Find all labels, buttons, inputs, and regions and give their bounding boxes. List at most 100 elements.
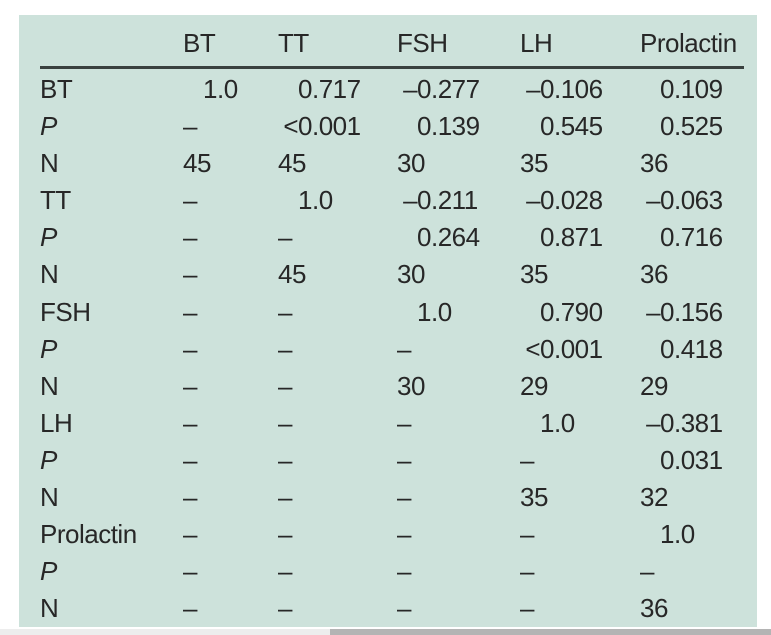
table-cell: –0.106 xyxy=(526,74,603,104)
table-cell: 0.031 xyxy=(660,444,723,475)
table-cell: –0.063 xyxy=(646,185,723,216)
table-cell: 0.109 xyxy=(660,74,723,104)
table-cell: – xyxy=(397,333,411,364)
table-cell: 0.264 xyxy=(417,222,480,253)
table-cell: – xyxy=(397,556,411,587)
table-cell: – xyxy=(183,593,197,624)
table-row: LH – – – 1.0 –0.381 xyxy=(19,405,757,442)
column-header-prolactin: Prolactin xyxy=(640,28,737,58)
column-header-tt: TT xyxy=(278,28,309,58)
table-cell: 30 xyxy=(397,259,425,290)
table-cell: – xyxy=(278,333,292,364)
table-cell: –0.381 xyxy=(646,407,723,438)
table-cell: – xyxy=(397,407,411,438)
table-cell: 0.717 xyxy=(298,74,361,104)
table-cell: – xyxy=(397,519,411,550)
table-cell: 45 xyxy=(278,259,306,290)
table-row: N – – – 35 32 xyxy=(19,479,757,516)
table-cell: – xyxy=(183,370,197,401)
table-cell: – xyxy=(278,519,292,550)
table-cell: – xyxy=(183,407,197,438)
table-cell: <0.001 xyxy=(525,333,603,364)
table-cell: – xyxy=(183,185,197,216)
table-cell: – xyxy=(640,556,654,587)
table-cell: – xyxy=(397,593,411,624)
table-cell: – xyxy=(183,444,197,475)
table-cell: 0.871 xyxy=(540,222,603,253)
table-row: BT 1.0 0.717 –0.277 –0.106 0.109 xyxy=(19,71,757,108)
column-header-fsh: FSH xyxy=(397,28,448,58)
horizontal-scrollbar[interactable] xyxy=(0,629,771,635)
table-cell: – xyxy=(278,222,292,253)
table-cell: 1.0 xyxy=(203,74,238,104)
table-cell: – xyxy=(183,333,197,364)
table-cell: 1.0 xyxy=(540,407,575,438)
table-cell: – xyxy=(183,296,197,327)
table-cell: – xyxy=(397,482,411,513)
table-cell: – xyxy=(183,111,197,142)
row-label: N xyxy=(40,148,59,179)
table-row: N – – – – 36 xyxy=(19,590,757,627)
table-row: Prolactin – – – – 1.0 xyxy=(19,516,757,553)
header-rule xyxy=(40,66,744,69)
table-cell: – xyxy=(278,556,292,587)
table-row: N – 45 30 35 36 xyxy=(19,256,757,293)
table-cell: –0.211 xyxy=(403,185,478,216)
table-cell: 30 xyxy=(397,148,425,179)
table-cell: 35 xyxy=(520,148,548,179)
table-row: P – – – – 0.031 xyxy=(19,442,757,479)
table-cell: 35 xyxy=(520,259,548,290)
table-cell: 0.790 xyxy=(540,296,603,327)
row-label: BT xyxy=(40,74,73,104)
table-body: BT 1.0 0.717 –0.277 –0.106 0.109 P – <0.001 0.139… xyxy=(19,71,757,627)
row-label: P xyxy=(40,556,57,587)
table-cell: 1.0 xyxy=(660,519,695,550)
table-cell: – xyxy=(183,519,197,550)
table-cell: – xyxy=(278,482,292,513)
table-cell: 0.545 xyxy=(540,111,603,142)
table-cell: – xyxy=(397,444,411,475)
row-label: N xyxy=(40,482,59,513)
scrollbar-thumb[interactable] xyxy=(330,629,771,635)
table-cell: 36 xyxy=(640,593,668,624)
table-cell: – xyxy=(278,593,292,624)
table-cell: –0.028 xyxy=(526,185,603,216)
row-label: TT xyxy=(40,185,71,216)
table-cell: 1.0 xyxy=(417,296,452,327)
table-cell: –0.156 xyxy=(646,296,723,327)
table-cell: – xyxy=(183,259,197,290)
table-cell: 0.139 xyxy=(417,111,480,142)
table-cell: – xyxy=(278,296,292,327)
table-row: P – – – <0.001 0.418 xyxy=(19,331,757,368)
table-cell: –0.277 xyxy=(403,74,480,104)
table-cell: – xyxy=(278,370,292,401)
table-header-row: BT TT FSH LH Prolactin xyxy=(19,15,757,66)
table-row: TT – 1.0 –0.211 –0.028 –0.063 xyxy=(19,182,757,219)
row-label: N xyxy=(40,370,59,401)
table-cell: 32 xyxy=(640,482,668,513)
column-header-lh: LH xyxy=(520,28,553,58)
table-cell: 45 xyxy=(183,148,211,179)
table-cell: 36 xyxy=(640,259,668,290)
row-label: P xyxy=(40,333,57,364)
table-cell: 29 xyxy=(640,370,668,401)
table-row: P – <0.001 0.139 0.545 0.525 xyxy=(19,108,757,145)
table-cell: – xyxy=(520,556,534,587)
table-cell: 35 xyxy=(520,482,548,513)
table-cell: 0.418 xyxy=(660,333,723,364)
table-row: P – – 0.264 0.871 0.716 xyxy=(19,219,757,256)
table-cell: 29 xyxy=(520,370,548,401)
table-row: P – – – – – xyxy=(19,553,757,590)
row-label: N xyxy=(40,259,59,290)
table-cell: 0.525 xyxy=(660,111,723,142)
column-header-bt: BT xyxy=(183,28,216,58)
table-cell: – xyxy=(278,444,292,475)
table-cell: 30 xyxy=(397,370,425,401)
table-cell: – xyxy=(183,222,197,253)
table-cell: – xyxy=(183,482,197,513)
table-cell: – xyxy=(183,556,197,587)
row-label: N xyxy=(40,593,59,624)
table-cell: 1.0 xyxy=(298,185,333,216)
table-cell: – xyxy=(520,444,534,475)
table-cell: – xyxy=(278,407,292,438)
